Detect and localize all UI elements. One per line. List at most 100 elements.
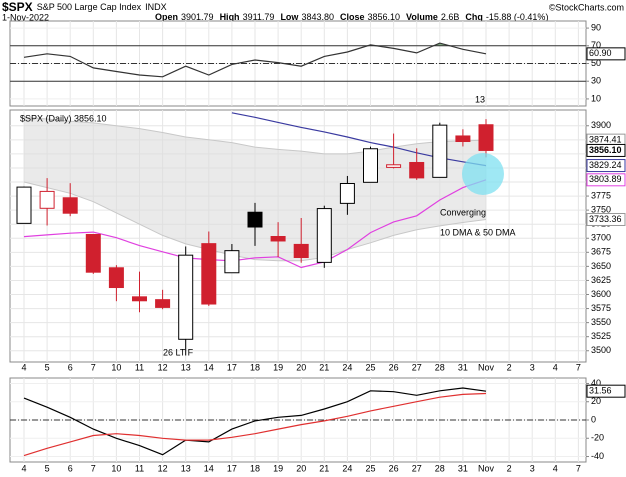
x-tick-label: 11 <box>135 362 144 372</box>
y-tick-label: 3675 <box>591 247 611 257</box>
y-tick-label: 3700 <box>591 233 611 243</box>
x-tick-label: 13 <box>181 463 191 473</box>
x-tick-label: 24 <box>342 463 352 473</box>
index-name: S&P 500 Large Cap Index <box>37 2 142 12</box>
copyright: ©StockCharts.com <box>549 2 624 12</box>
band-lower <box>23 181 487 262</box>
annotation: 26 LT F <box>163 347 194 357</box>
quote-value: 3901.79 <box>181 12 214 22</box>
x-tick-label: Nov <box>478 362 495 372</box>
candle-body <box>386 164 402 168</box>
value-box-label: 3856.10 <box>589 145 622 155</box>
x-tick-label: Nov <box>478 463 495 473</box>
x-tick-label: 25 <box>365 463 375 473</box>
x-tick-label: 21 <box>319 463 329 473</box>
x-tick-label: 19 <box>273 463 283 473</box>
value-box-label: 3874.41 <box>589 135 622 145</box>
candle-body <box>178 254 194 340</box>
x-tick-label: 4 <box>553 362 558 372</box>
value-box <box>586 143 626 157</box>
value-box <box>586 47 626 61</box>
candle-body <box>108 267 124 289</box>
band-upper <box>23 116 487 155</box>
y-tick-label: -40 <box>591 451 604 461</box>
candle-body <box>224 250 240 274</box>
header-line-1: $SPX S&P 500 Large Cap Index INDX <box>2 0 167 14</box>
y-tick-label: 3900 <box>591 120 611 130</box>
x-tick-label: 10 <box>111 362 121 372</box>
value-box-label: 3829.24 <box>589 160 622 170</box>
candle-body <box>132 296 147 302</box>
y-tick-label: 10 <box>591 93 601 103</box>
x-tick-label: 2 <box>507 463 512 473</box>
x-tick-label: 14 <box>204 362 214 372</box>
y-tick-label: -20 <box>591 433 604 443</box>
x-tick-label: 7 <box>576 463 581 473</box>
quote-line: Open 3901.79 High 3911.79 Low 3843.80 Close 385… <box>155 12 548 22</box>
x-tick-label: 13 <box>181 362 191 372</box>
x-tick-label: 12 <box>158 362 168 372</box>
candle-body <box>363 148 378 183</box>
exchange: INDX <box>145 2 167 12</box>
annotation: 10 DMA & 50 DMA <box>440 227 516 237</box>
annotation: 13 <box>475 94 485 104</box>
symbol: $SPX <box>2 0 33 14</box>
candle-body <box>155 299 171 308</box>
x-tick-label: 27 <box>412 362 422 372</box>
legend: $SPX (Daily) 3856.10 <box>20 113 107 123</box>
highlight-circle <box>462 153 504 195</box>
value-box <box>586 212 626 226</box>
y-tick-label: 40 <box>591 378 601 388</box>
candle-body <box>201 243 217 305</box>
series-line <box>23 387 487 456</box>
x-tick-label: 4 <box>21 362 26 372</box>
date: 1-Nov-2022 <box>2 12 49 22</box>
x-tick-label: 3 <box>530 463 535 473</box>
x-tick-label: 21 <box>319 362 329 372</box>
x-tick-label: 5 <box>45 463 50 473</box>
series-line <box>23 42 487 78</box>
candle-body <box>455 135 471 143</box>
value-box-label: 3803.89 <box>589 174 622 184</box>
x-tick-label: 12 <box>158 463 168 473</box>
candle-body <box>316 208 332 263</box>
y-tick-label: 3775 <box>591 190 611 200</box>
y-tick-label: 3500 <box>591 345 611 355</box>
y-tick-label: 50 <box>591 58 601 68</box>
y-tick-label: 20 <box>591 396 601 406</box>
annotation: Converging <box>440 207 486 217</box>
y-tick-label: 3650 <box>591 261 611 271</box>
x-tick-label: 19 <box>273 362 283 372</box>
quote-label: Open <box>155 12 178 22</box>
value-box-label: 3733.36 <box>589 214 622 224</box>
x-tick-label: 20 <box>296 362 306 372</box>
x-tick-label: 11 <box>135 463 144 473</box>
x-tick-label: 7 <box>576 362 581 372</box>
value-box-label: 60.90 <box>589 48 612 58</box>
quote-value: -15.88 (-0.41%) <box>486 12 549 22</box>
y-tick-label: 3575 <box>591 303 611 313</box>
x-tick-label: 20 <box>296 463 306 473</box>
x-tick-label: 25 <box>365 362 375 372</box>
value-box <box>586 384 626 398</box>
moving-average <box>23 179 487 269</box>
quote-label: Close <box>340 12 365 22</box>
quote-value: 3843.80 <box>301 12 334 22</box>
y-tick-label: 3550 <box>591 317 611 327</box>
candle-body <box>409 161 425 179</box>
y-tick-label: 3750 <box>591 205 611 215</box>
x-tick-label: 31 <box>458 463 468 473</box>
x-tick-label: 6 <box>68 463 73 473</box>
value-box <box>586 173 626 187</box>
quote-label: Low <box>280 12 299 22</box>
value-box-label: 31.56 <box>589 386 612 396</box>
panels: 9070503010390038753850382538003775375037… <box>9 20 611 473</box>
value-box <box>586 159 626 173</box>
y-tick-label: 70 <box>591 40 601 50</box>
candle-body <box>247 211 263 228</box>
x-tick-label: 6 <box>68 362 73 372</box>
x-tick-label: 5 <box>45 362 50 372</box>
candle-body <box>62 197 78 214</box>
